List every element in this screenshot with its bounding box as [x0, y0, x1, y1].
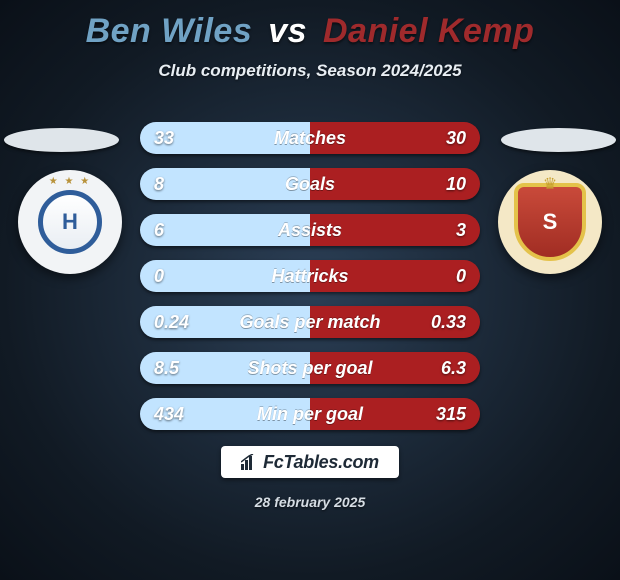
stat-label: Assists	[278, 220, 342, 241]
stat-value-left: 434	[154, 398, 184, 430]
chart-icon	[241, 454, 259, 470]
crest-stars-icon: ★ ★ ★	[49, 176, 91, 187]
stat-row: 33 Matches 30	[140, 122, 480, 154]
team-crest-left: ★ ★ ★ H	[18, 170, 122, 274]
crest-shadow-right	[501, 128, 616, 152]
stat-row: 434 Min per goal 315	[140, 398, 480, 430]
vs-text: vs	[268, 12, 307, 50]
crest-right-letter: S	[514, 183, 586, 261]
stat-value-left: 8.5	[154, 352, 179, 384]
stat-row: 0.24 Goals per match 0.33	[140, 306, 480, 338]
crest-shadow-left	[4, 128, 119, 152]
stat-value-right: 3	[456, 214, 466, 246]
crest-left-letter: H	[38, 190, 102, 254]
stat-value-left: 33	[154, 122, 174, 154]
stats-table: 33 Matches 30 8 Goals 10 6 Assists 3 0 H…	[140, 122, 480, 444]
brand-badge: FcTables.com	[221, 446, 399, 478]
stat-value-right: 30	[446, 122, 466, 154]
title: Ben Wiles vs Daniel Kemp	[0, 0, 620, 51]
brand-text: FcTables.com	[263, 452, 379, 473]
stat-row: 8 Goals 10	[140, 168, 480, 200]
crown-icon: ♛	[543, 174, 557, 194]
comparison-card: Ben Wiles vs Daniel Kemp Club competitio…	[0, 0, 620, 580]
stat-value-right: 0.33	[431, 306, 466, 338]
stat-value-right: 10	[446, 168, 466, 200]
stat-row: 0 Hattricks 0	[140, 260, 480, 292]
stat-value-right: 315	[436, 398, 466, 430]
stat-value-right: 6.3	[441, 352, 466, 384]
stat-value-left: 0.24	[154, 306, 189, 338]
stat-label: Hattricks	[271, 266, 348, 287]
stat-value-left: 0	[154, 260, 164, 292]
stat-label: Shots per goal	[247, 358, 372, 379]
stat-row: 8.5 Shots per goal 6.3	[140, 352, 480, 384]
stat-label: Matches	[274, 128, 346, 149]
player2-name: Daniel Kemp	[323, 12, 534, 50]
stat-value-left: 6	[154, 214, 164, 246]
stat-label: Goals	[285, 174, 335, 195]
subtitle: Club competitions, Season 2024/2025	[0, 61, 620, 81]
stat-label: Min per goal	[257, 404, 363, 425]
stat-row: 6 Assists 3	[140, 214, 480, 246]
stat-label: Goals per match	[239, 312, 380, 333]
stat-value-right: 0	[456, 260, 466, 292]
date: 28 february 2025	[0, 494, 620, 510]
stat-value-left: 8	[154, 168, 164, 200]
team-crest-right: ♛ S	[498, 170, 602, 274]
player1-name: Ben Wiles	[86, 12, 253, 50]
